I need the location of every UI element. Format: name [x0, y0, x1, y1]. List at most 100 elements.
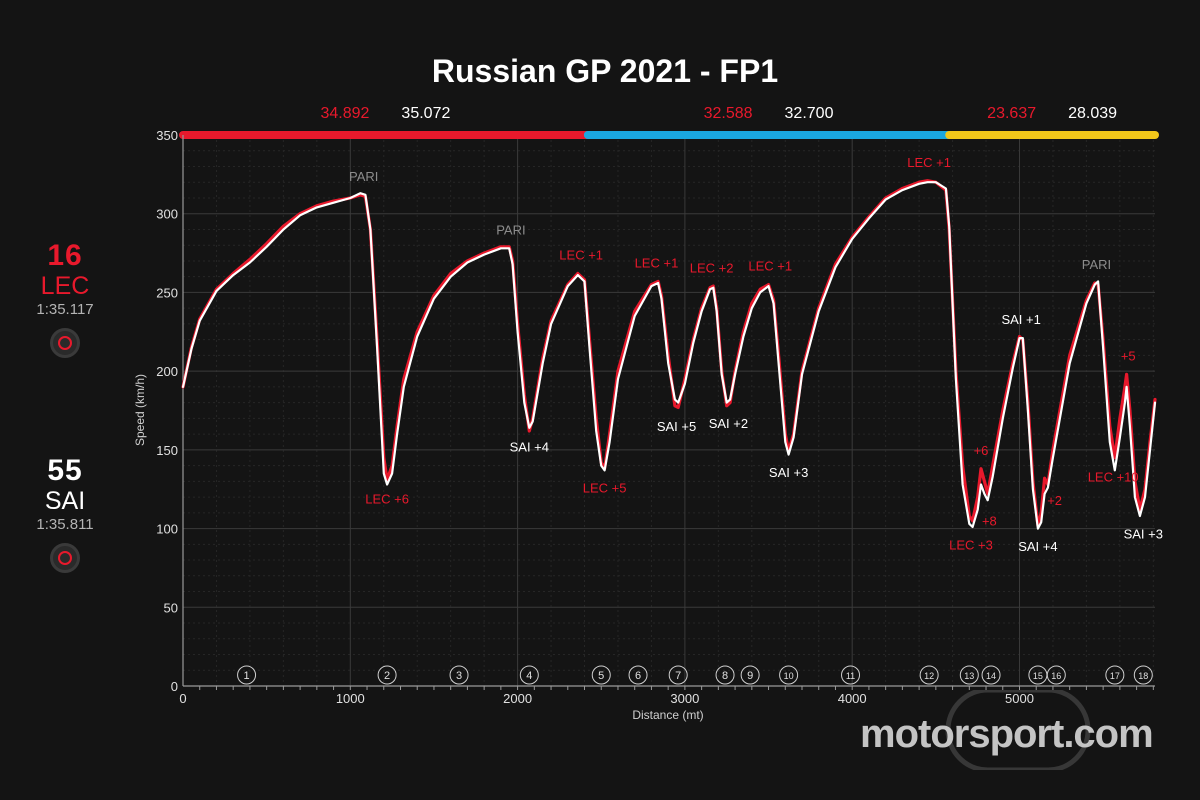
turn-marker-circle: [237, 665, 257, 685]
y-tick-label: 0: [171, 679, 178, 694]
sector-time-lec: 34.892: [320, 105, 369, 122]
turn-number-label: 13: [964, 671, 974, 681]
y-tick-label: 50: [164, 600, 178, 615]
turn-marker-circle: [919, 665, 939, 685]
annotation-label: SAI +1: [1001, 312, 1040, 327]
y-tick-label: 350: [156, 128, 178, 143]
y-tick-label: 100: [156, 522, 178, 537]
driver-card-lec: 16 LEC 1:35.117: [0, 240, 130, 358]
turn-number-label: 6: [635, 670, 641, 682]
annotation-label: SAI +3: [769, 465, 808, 480]
turn-number-label: 17: [1110, 671, 1120, 681]
x-tick-label: 1000: [336, 691, 365, 706]
annotation-label: SAI +2: [709, 416, 748, 431]
y-tick-label: 300: [156, 207, 178, 222]
turn-marker-circle: [715, 665, 735, 685]
annotation-label: +6: [974, 443, 989, 458]
x-tick-label: 2000: [503, 691, 532, 706]
turn-number-label: 11: [846, 671, 855, 681]
annotation-label: +5: [1121, 348, 1136, 363]
annotations: PARI PARI PARI LEC +1 LEC +1 LEC +2 LEC +1 LEC …: [349, 155, 1163, 554]
annotation-label: LEC +1: [748, 259, 792, 274]
turn-number-label: 15: [1033, 671, 1043, 681]
turn-number-label: 10: [784, 671, 794, 681]
driver-number: 55: [47, 454, 83, 487]
driver-lap-time: 1:35.811: [36, 516, 94, 533]
annotation-label: SAI +5: [657, 419, 696, 434]
turn-marker-circle: [959, 665, 979, 685]
x-tick-label: 0: [179, 691, 186, 706]
chart-title: Russian GP 2021 - FP1: [432, 53, 778, 89]
annotation-label: +8: [982, 514, 997, 529]
watermark-logo-icon: [945, 690, 1091, 770]
turn-number-label: 16: [1051, 671, 1061, 681]
turn-number-label: 18: [1138, 671, 1148, 681]
turn-number-label: 3: [456, 670, 462, 682]
turn-markers: 1 2 3 4 5 6 7 8 9 10 11 12 13 14 15 16 17 18: [237, 665, 1153, 685]
annotation-label: LEC +3: [949, 537, 993, 552]
sector-time-lec: 32.588: [704, 105, 753, 122]
series-line-sai: [181, 181, 1157, 530]
turn-number-label: 7: [675, 670, 681, 682]
x-tick-label: 4000: [838, 691, 867, 706]
turn-marker-circle: [1105, 665, 1125, 685]
turn-marker-circle: [668, 665, 688, 685]
tyre-icon: [50, 328, 80, 358]
y-tick-label: 200: [156, 364, 178, 379]
x-tick-label: 5000: [1005, 691, 1034, 706]
turn-marker-circle: [981, 665, 1001, 685]
turn-number-label: 9: [747, 670, 753, 682]
grid: [182, 134, 1155, 687]
turn-number-label: 12: [924, 671, 934, 681]
turn-number-label: 14: [986, 671, 996, 681]
turn-number-label: 8: [722, 670, 728, 682]
series-lines: [181, 179, 1157, 530]
turn-marker-circle: [519, 665, 539, 685]
annotation-label: LEC +5: [583, 481, 627, 496]
x-tick-label: 3000: [670, 691, 699, 706]
annotation-label: PARI: [496, 222, 525, 237]
motorsport-watermark: motorsport.com: [860, 690, 1160, 770]
turn-marker-circle: [779, 665, 799, 685]
turn-marker-circle: [628, 665, 648, 685]
turn-marker-circle: [377, 665, 397, 685]
sector-bar: 34.892 35.072 32.588 32.700 23.637 28.039: [179, 105, 1159, 139]
turn-number-label: 1: [244, 670, 250, 682]
annotation-label: SAI +4: [1018, 539, 1057, 554]
driver-code: SAI: [44, 487, 86, 515]
x-axis-label: Distance (mt): [632, 708, 703, 722]
turn-number-label: 2: [384, 670, 390, 682]
y-tick-label: 250: [156, 285, 178, 300]
turn-number-label: 5: [598, 670, 604, 682]
turn-marker-circle: [841, 665, 861, 685]
tyre-icon: [50, 543, 80, 573]
sector-time-sai: 35.072: [401, 105, 450, 122]
driver-card-sai: 55 SAI 1:35.811: [0, 455, 130, 573]
sector-time-sai: 32.700: [785, 105, 834, 122]
axes: 0 1000 2000 3000 4000 5000 0 50 100 150 200 250 300 3…: [156, 128, 1155, 706]
turn-marker-circle: [1133, 665, 1153, 685]
series-line-lec: [181, 179, 1157, 528]
annotation-label: LEC +2: [690, 260, 734, 275]
annotation-label: PARI: [349, 169, 378, 184]
annotation-label: LEC +6: [365, 492, 409, 507]
y-axis-label: Speed (km/h): [133, 374, 147, 446]
annotation-label: +2: [1047, 493, 1062, 508]
annotation-label: LEC +1: [559, 248, 603, 263]
sector-time-sai: 28.039: [1068, 105, 1117, 122]
annotation-label: LEC +1: [635, 256, 679, 271]
annotation-label: PARI: [1082, 257, 1111, 272]
annotation-label: LEC +1: [907, 155, 951, 170]
driver-lap-time: 1:35.117: [36, 301, 94, 318]
turn-marker-circle: [591, 665, 611, 685]
annotation-label: SAI +4: [510, 440, 549, 455]
y-tick-label: 150: [156, 443, 178, 458]
turn-marker-circle: [1046, 665, 1066, 685]
watermark-text: motorsport.com: [860, 712, 1154, 756]
annotation-label: LEC +10: [1088, 470, 1139, 485]
driver-number: 16: [47, 239, 83, 272]
sector-time-lec: 23.637: [987, 105, 1036, 122]
turn-number-label: 4: [526, 670, 532, 682]
